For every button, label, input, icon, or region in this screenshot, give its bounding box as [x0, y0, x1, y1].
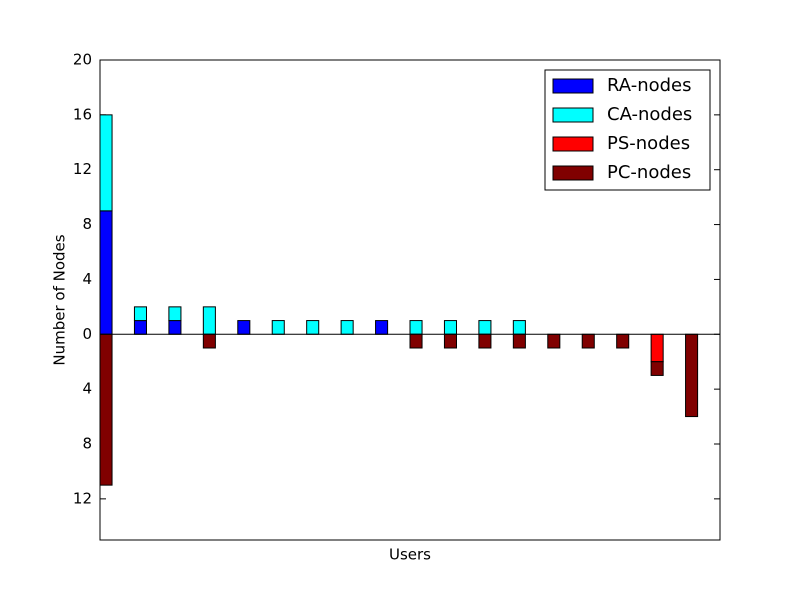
- bar-segment: [237, 320, 251, 335]
- bar-segment: [375, 320, 389, 335]
- bar-segment: [616, 333, 630, 349]
- y-axis-label: Number of Nodes: [51, 234, 69, 365]
- bar-segment: [581, 333, 595, 349]
- bar-segment: [547, 333, 561, 349]
- bar-segment: [685, 333, 699, 418]
- y-tick-label: 0: [82, 325, 92, 343]
- legend-swatch: [552, 165, 594, 181]
- bar-segment: [512, 320, 526, 335]
- y-tick-label: 4: [82, 380, 92, 398]
- y-tick-label: 12: [73, 489, 92, 507]
- bar-segment: [168, 320, 182, 335]
- bar-segment: [271, 320, 285, 335]
- legend-swatch: [552, 136, 594, 152]
- legend-swatch: [552, 107, 594, 123]
- bar-segment: [202, 306, 216, 335]
- bar-segment: [133, 320, 147, 335]
- y-tick-label: 12: [73, 160, 92, 178]
- legend-label: PC-nodes: [607, 162, 691, 183]
- x-axis-label: Users: [389, 546, 431, 564]
- bar-segment: [650, 361, 664, 376]
- y-tick-label: 20: [73, 51, 92, 69]
- bar-segment: [409, 320, 423, 335]
- bar-segment: [478, 320, 492, 335]
- bar-segment: [99, 210, 113, 335]
- bar-segment: [306, 320, 320, 335]
- y-tick-label: 4: [82, 270, 92, 288]
- bar-segment: [443, 320, 458, 335]
- bar-segment: [99, 114, 113, 212]
- bar-segment: [443, 333, 458, 349]
- bar-segment: [650, 333, 664, 363]
- bar-segment: [478, 333, 492, 349]
- bar-segment: [340, 320, 354, 335]
- legend-swatch: [552, 78, 594, 94]
- bar-segment: [202, 333, 216, 349]
- bar-segment: [168, 306, 182, 322]
- plot-frame: [99, 59, 721, 541]
- legend-label: RA-nodes: [607, 75, 692, 96]
- bar-segment: [99, 333, 113, 486]
- bar-segment: [409, 333, 423, 349]
- y-tick-label: 8: [82, 215, 92, 233]
- legend-label: CA-nodes: [607, 104, 692, 125]
- bar-segment: [133, 306, 147, 322]
- legend-label: PS-nodes: [607, 133, 690, 154]
- y-tick-label: 8: [82, 435, 92, 453]
- y-tick-label: 16: [73, 105, 92, 123]
- bar-segment: [512, 333, 526, 349]
